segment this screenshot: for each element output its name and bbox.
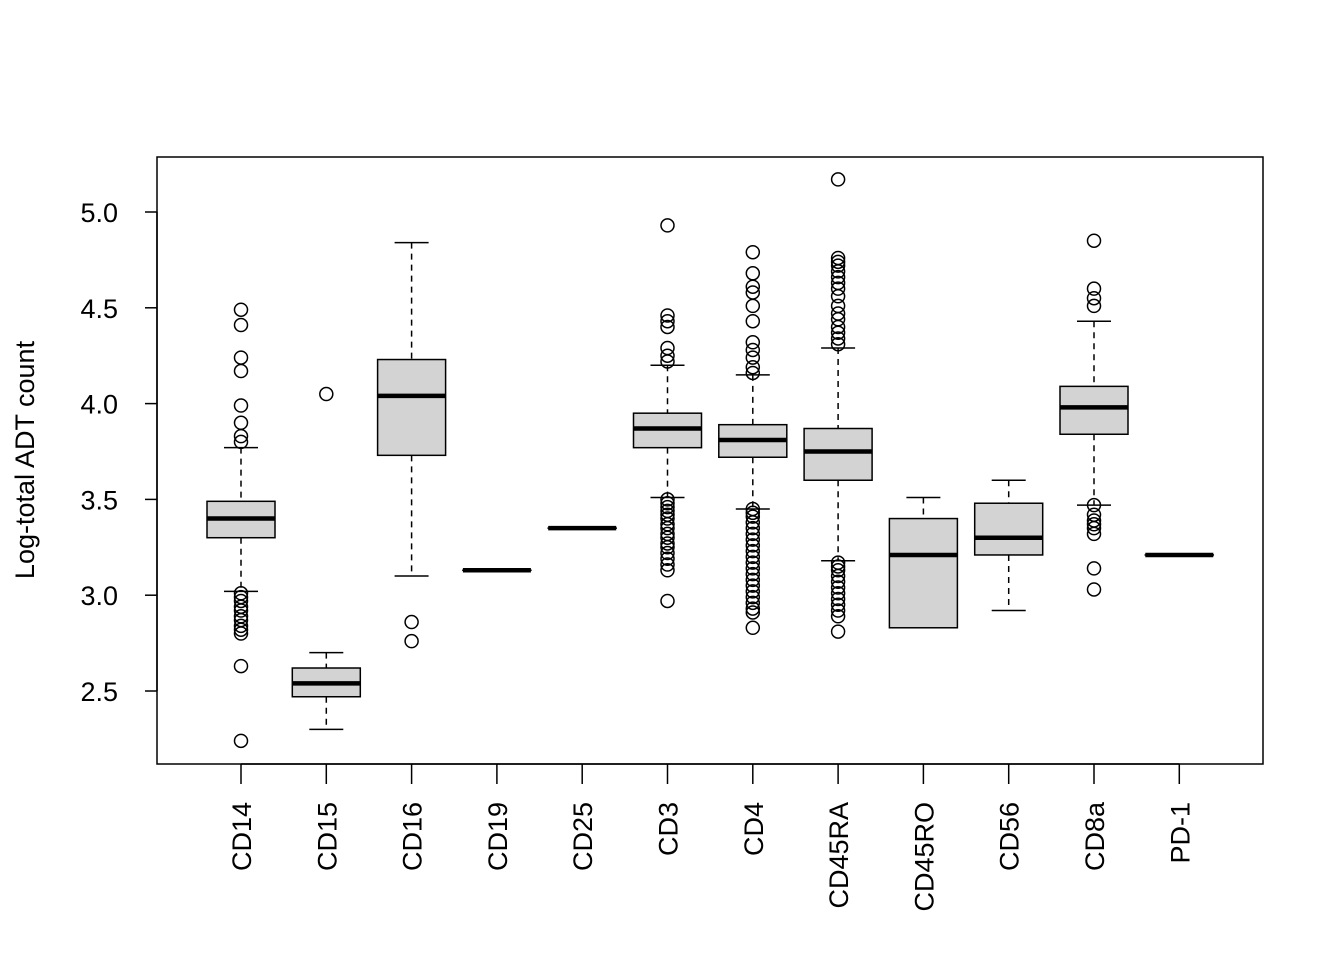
x-tick-label: CD14 [227,802,257,871]
box-iqr [975,503,1043,555]
x-tick-label: PD-1 [1165,802,1195,864]
outlier-point [235,351,248,364]
outlier-point [832,173,845,186]
y-tick-label: 3.5 [80,485,118,515]
outlier-point [235,416,248,429]
box-iqr [1060,386,1128,434]
outlier-point [746,299,759,312]
y-tick-label: 4.0 [80,390,118,420]
outlier-point [746,267,759,280]
box-cd15 [292,388,360,730]
outlier-point [832,625,845,638]
x-tick-label: CD16 [398,802,428,871]
outlier-point [832,299,845,312]
x-tick-label: CD45RO [909,802,939,912]
outlier-point [1088,583,1101,596]
outlier-point [746,361,759,374]
box-cd8a [1060,234,1128,596]
x-tick-label: CD15 [312,802,342,871]
x-tick-label: CD19 [483,802,513,871]
y-tick-label: 4.5 [80,294,118,324]
outlier-point [661,349,674,362]
outlier-point [661,219,674,232]
outlier-point [746,286,759,299]
outlier-point [235,660,248,673]
outlier-point [746,246,759,259]
x-tick-label: CD4 [739,802,769,856]
outlier-point [832,307,845,320]
outlier-point [661,342,674,355]
outlier-point [235,430,248,443]
box-iqr [378,360,446,456]
outlier-point [746,280,759,293]
box-cd56 [975,480,1043,610]
outlier-point [1088,299,1101,312]
box-cd3 [634,219,702,608]
outlier-point [661,594,674,607]
boxes [207,173,1213,747]
box-iqr [889,519,957,628]
outlier-point [1088,527,1101,540]
y-tick-label: 2.5 [80,677,118,707]
box-iqr [804,429,872,481]
box-cd14 [207,303,275,747]
outlier-point [746,336,759,349]
x-axis: CD14 CD15 CD16 CD19 CD25 CD3 CD4 CD45RA CD45RO CD… [227,764,1195,912]
outlier-point [661,315,674,328]
outlier-point [235,734,248,747]
y-axis: 2.5 3.0 3.5 4.0 4.5 5.0 [80,198,157,707]
outlier-point [1088,234,1101,247]
outlier-point [832,313,845,326]
box-cd45ro [889,497,957,627]
outlier-point [235,435,248,448]
outlier-point [746,315,759,328]
x-tick-label: CD3 [654,802,684,856]
outlier-point [320,388,333,401]
outlier-point [1088,562,1101,575]
outlier-point [235,399,248,412]
y-tick-label: 5.0 [80,198,118,228]
box-cd45ra [804,173,872,638]
outlier-point [235,319,248,332]
outlier-point [235,365,248,378]
x-tick-label: CD25 [568,802,598,871]
outlier-point [405,635,418,648]
outlier-point [746,343,759,356]
outlier-point [1088,292,1101,305]
box-cd16 [378,243,446,648]
outlier-point [235,303,248,316]
x-tick-label: CD8a [1080,801,1110,871]
box-cd4 [719,246,787,635]
outlier-point [405,616,418,629]
outlier-point [746,621,759,634]
y-tick-label: 3.0 [80,581,118,611]
y-axis-label: Log-total ADT count [10,340,40,579]
x-tick-label: CD56 [995,802,1025,871]
x-tick-label: CD45RA [824,802,854,909]
